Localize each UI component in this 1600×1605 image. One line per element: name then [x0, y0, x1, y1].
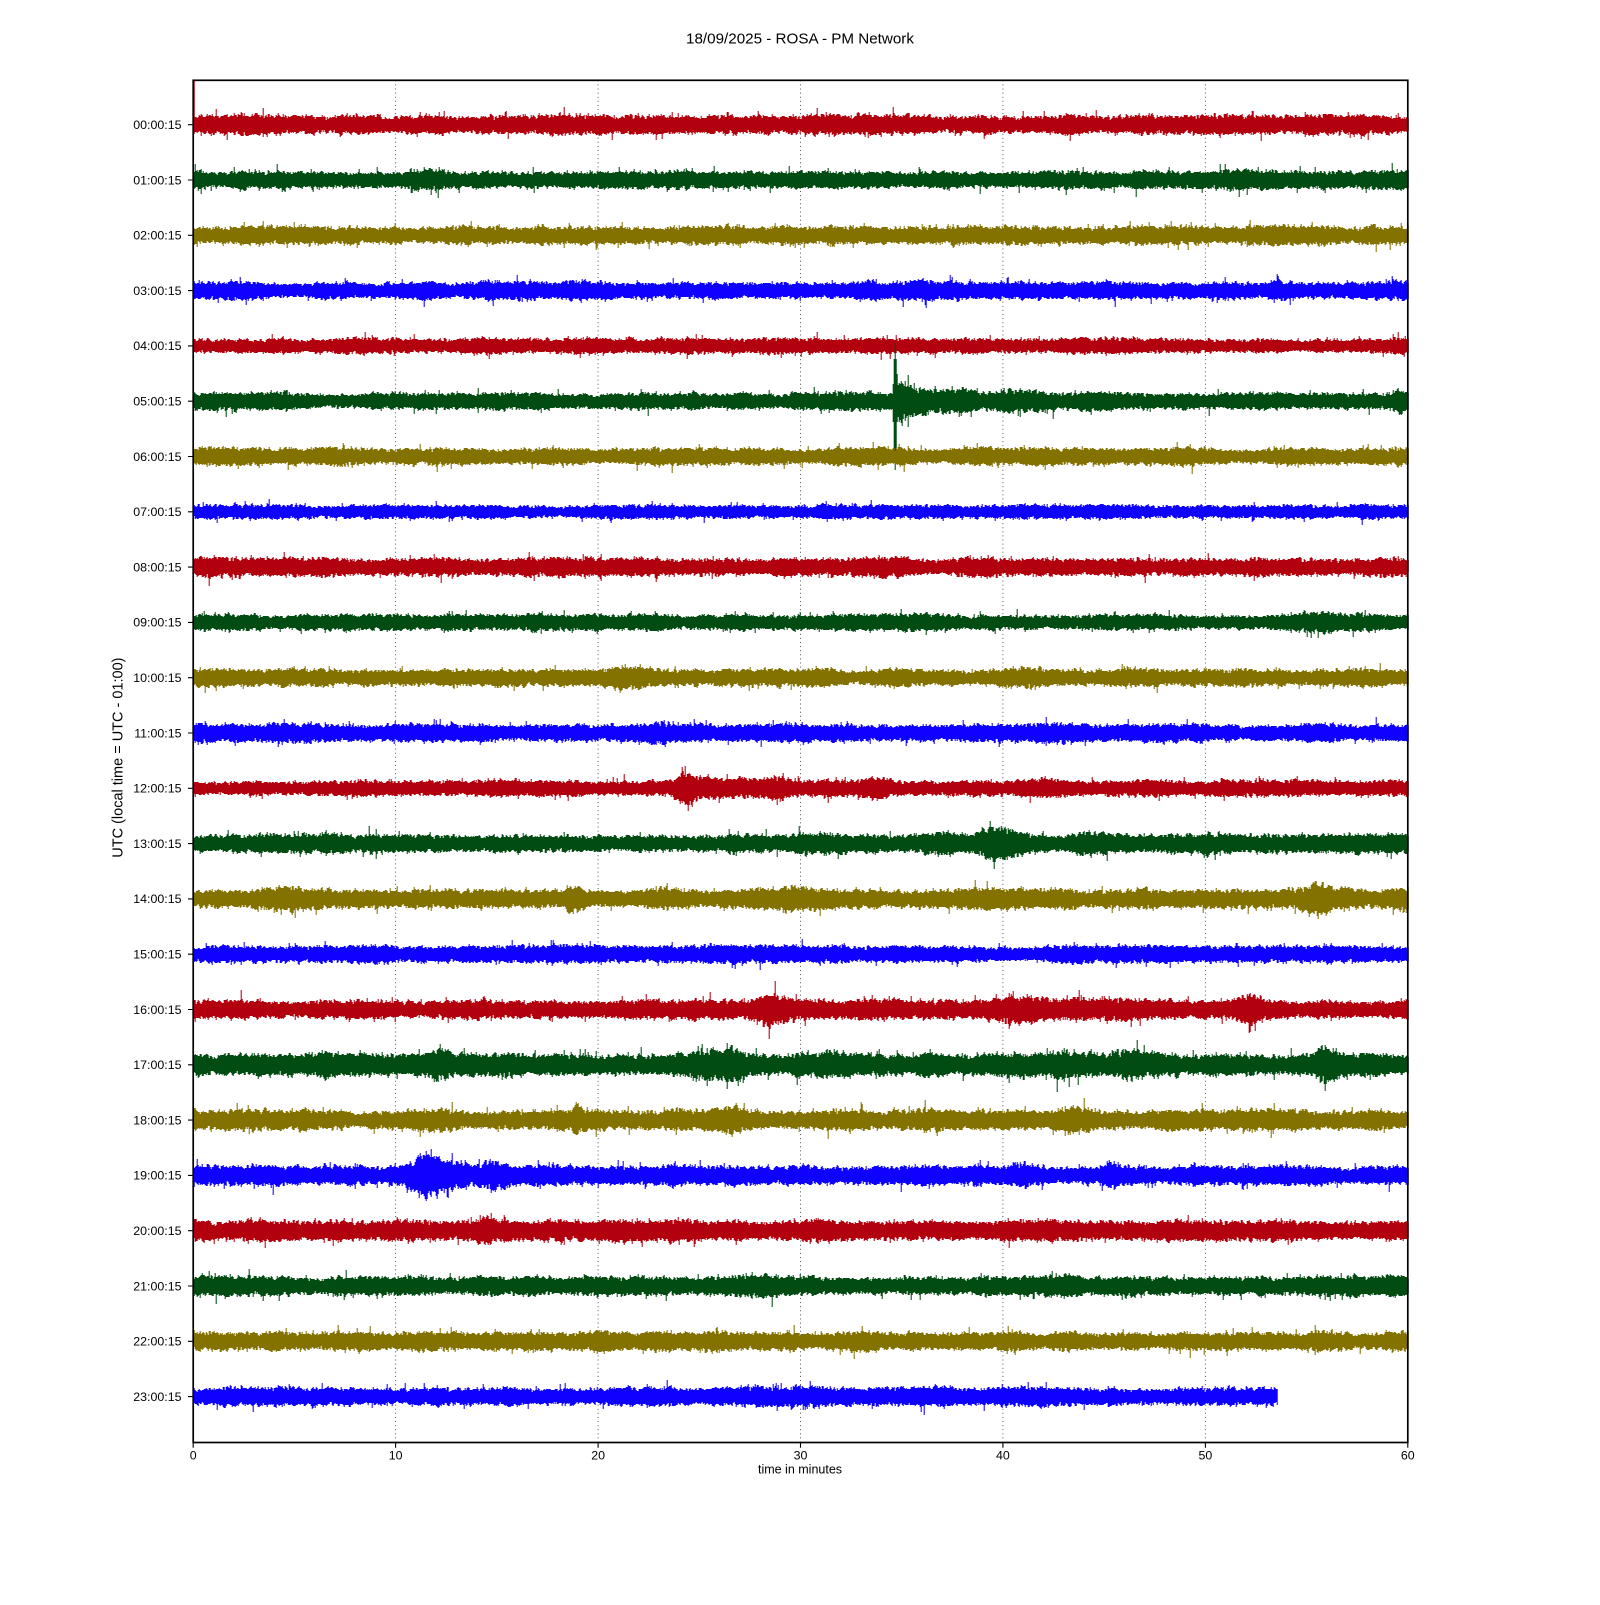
- svg-text:time in minutes: time in minutes: [758, 1463, 842, 1477]
- svg-text:60: 60: [1401, 1449, 1415, 1463]
- svg-text:03:00:15: 03:00:15: [133, 284, 181, 298]
- svg-text:00:00:15: 00:00:15: [133, 118, 181, 132]
- svg-text:10:00:15: 10:00:15: [133, 671, 181, 685]
- svg-text:07:00:15: 07:00:15: [133, 505, 181, 519]
- svg-text:11:00:15: 11:00:15: [134, 726, 181, 740]
- svg-text:18/09/2025 - ROSA - PM Network: 18/09/2025 - ROSA - PM Network: [686, 31, 914, 48]
- svg-text:UTC (local time = UTC - 01:00): UTC (local time = UTC - 01:00): [110, 657, 126, 857]
- svg-text:12:00:15: 12:00:15: [133, 782, 181, 796]
- svg-text:23:00:15: 23:00:15: [133, 1390, 181, 1404]
- svg-text:40: 40: [996, 1449, 1010, 1463]
- svg-text:20:00:15: 20:00:15: [133, 1224, 181, 1238]
- svg-text:19:00:15: 19:00:15: [133, 1169, 181, 1183]
- svg-text:09:00:15: 09:00:15: [133, 616, 181, 630]
- svg-text:15:00:15: 15:00:15: [133, 948, 181, 962]
- svg-text:06:00:15: 06:00:15: [133, 450, 181, 464]
- svg-text:22:00:15: 22:00:15: [133, 1335, 181, 1349]
- svg-text:30: 30: [794, 1449, 808, 1463]
- svg-text:13:00:15: 13:00:15: [133, 837, 181, 851]
- svg-text:17:00:15: 17:00:15: [133, 1058, 181, 1072]
- svg-text:21:00:15: 21:00:15: [133, 1279, 181, 1293]
- svg-text:18:00:15: 18:00:15: [133, 1113, 181, 1127]
- svg-text:08:00:15: 08:00:15: [133, 560, 181, 574]
- svg-text:50: 50: [1199, 1449, 1213, 1463]
- svg-text:0: 0: [190, 1449, 197, 1463]
- svg-text:02:00:15: 02:00:15: [133, 229, 181, 243]
- svg-text:14:00:15: 14:00:15: [133, 892, 181, 906]
- svg-text:16:00:15: 16:00:15: [133, 1003, 181, 1017]
- svg-text:04:00:15: 04:00:15: [133, 339, 181, 353]
- svg-text:01:00:15: 01:00:15: [133, 173, 181, 187]
- svg-text:10: 10: [389, 1449, 403, 1463]
- svg-text:05:00:15: 05:00:15: [133, 395, 181, 409]
- svg-text:20: 20: [591, 1449, 605, 1463]
